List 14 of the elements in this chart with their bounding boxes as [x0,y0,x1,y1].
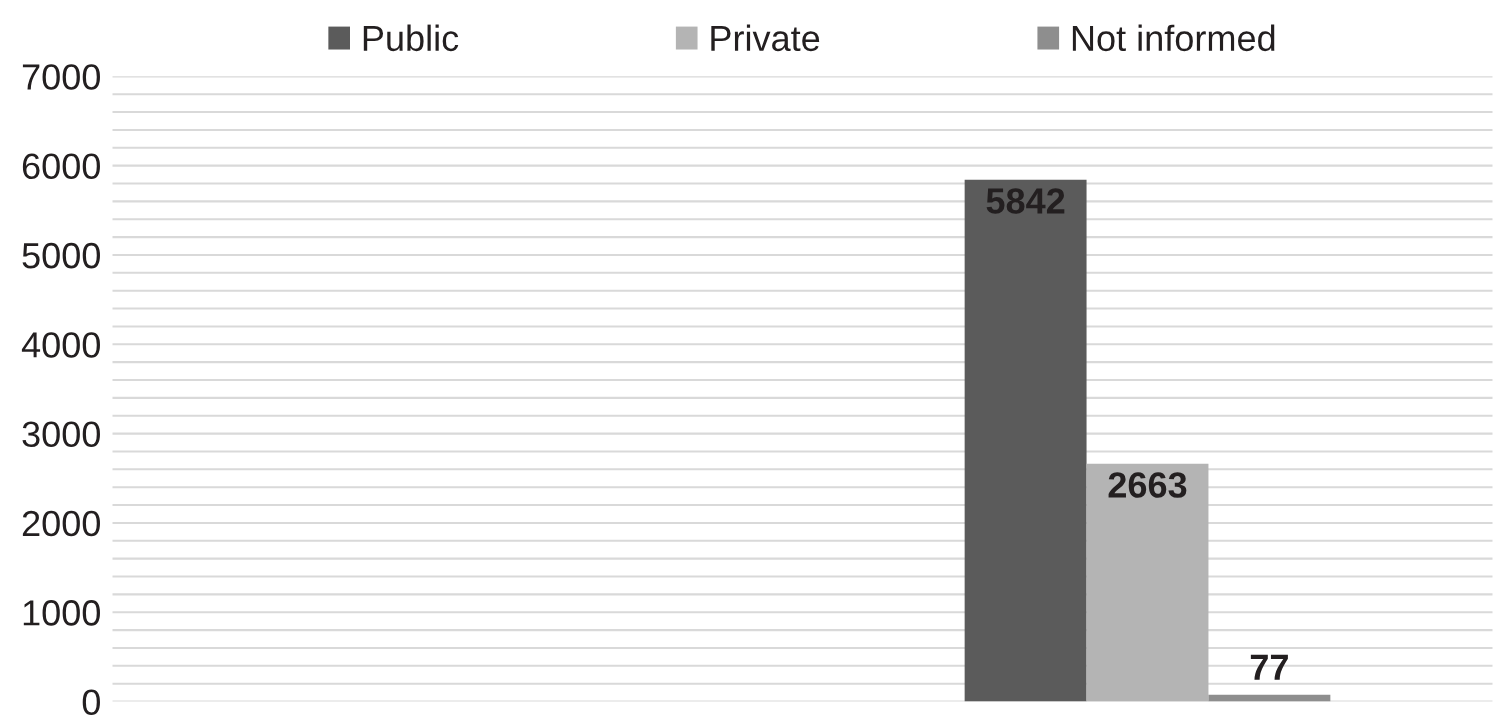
y-tick-label: 0 [82,689,100,715]
legend-label: Public [363,24,459,52]
y-tick-label: 4000 [21,332,100,358]
data-label: 77 [1250,654,1288,680]
y-tick-label: 1000 [23,600,100,626]
y-tick-label: 6000 [22,153,100,180]
y-tick-label: 7000 [22,64,100,90]
data-label: 2663 [1108,472,1187,498]
data-label: 5842 [986,188,1065,214]
legend-label: Not informed [1072,24,1275,52]
y-tick-label: 3000 [22,421,100,448]
legend-label: Private [711,24,820,52]
y-tick-label: 2000 [22,510,100,537]
y-tick-label: 5000 [22,242,100,269]
